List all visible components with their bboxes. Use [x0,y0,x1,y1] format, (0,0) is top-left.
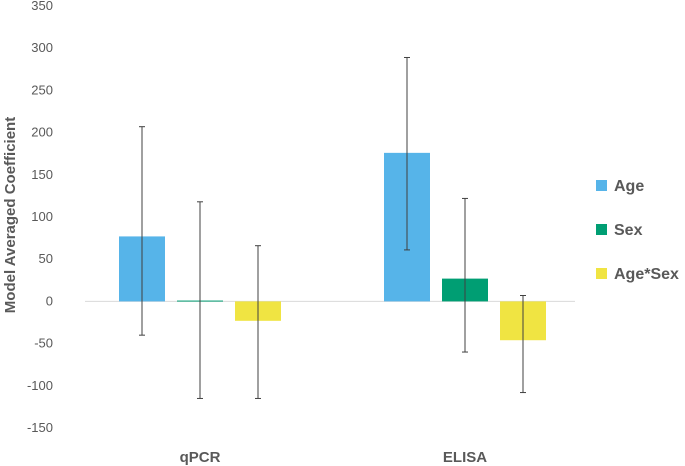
y-tick-label: 150 [31,167,53,182]
y-axis-ticks: 350 300 250 200 150 100 50 0 -50 -100 -150 [27,0,53,435]
legend: Age Sex Age*Sex [596,178,679,283]
legend-swatch [596,224,607,235]
bars [119,152,546,341]
x-category-label: qPCR [180,449,221,466]
legend-item: Age*Sex [596,266,679,283]
legend-swatch [596,268,607,279]
legend-label: Age*Sex [614,266,679,283]
error-bar-age-qpcr [139,126,145,336]
error-bar-age-sex-qpcr [255,245,261,399]
y-tick-label: -100 [27,378,53,393]
y-axis-title: Model Averaged Coefficient [2,117,19,313]
y-tick-label: -50 [34,336,53,351]
legend-label: Age [614,178,644,195]
y-tick-label: 300 [31,40,53,55]
x-category-label: ELISA [443,449,487,466]
error-bar-sex-qpcr [197,201,203,399]
y-tick-label: 50 [39,251,53,266]
legend-item: Sex [596,222,643,239]
y-tick-label: 250 [31,82,53,97]
y-tick-label: 100 [31,209,53,224]
x-axis-categories: qPCR ELISA [180,449,488,466]
y-tick-label: 350 [31,0,53,13]
y-tick-label: 200 [31,125,53,140]
error-bar-sex-elisa [462,197,468,353]
y-tick-label: -150 [27,420,53,435]
error-bar-age-elisa [404,56,410,251]
legend-swatch [596,180,607,191]
error-bars [139,56,526,399]
legend-item: Age [596,178,644,195]
y-tick-label: 0 [46,293,53,308]
legend-label: Sex [614,222,643,239]
error-bar-age-sex-elisa [520,294,526,394]
